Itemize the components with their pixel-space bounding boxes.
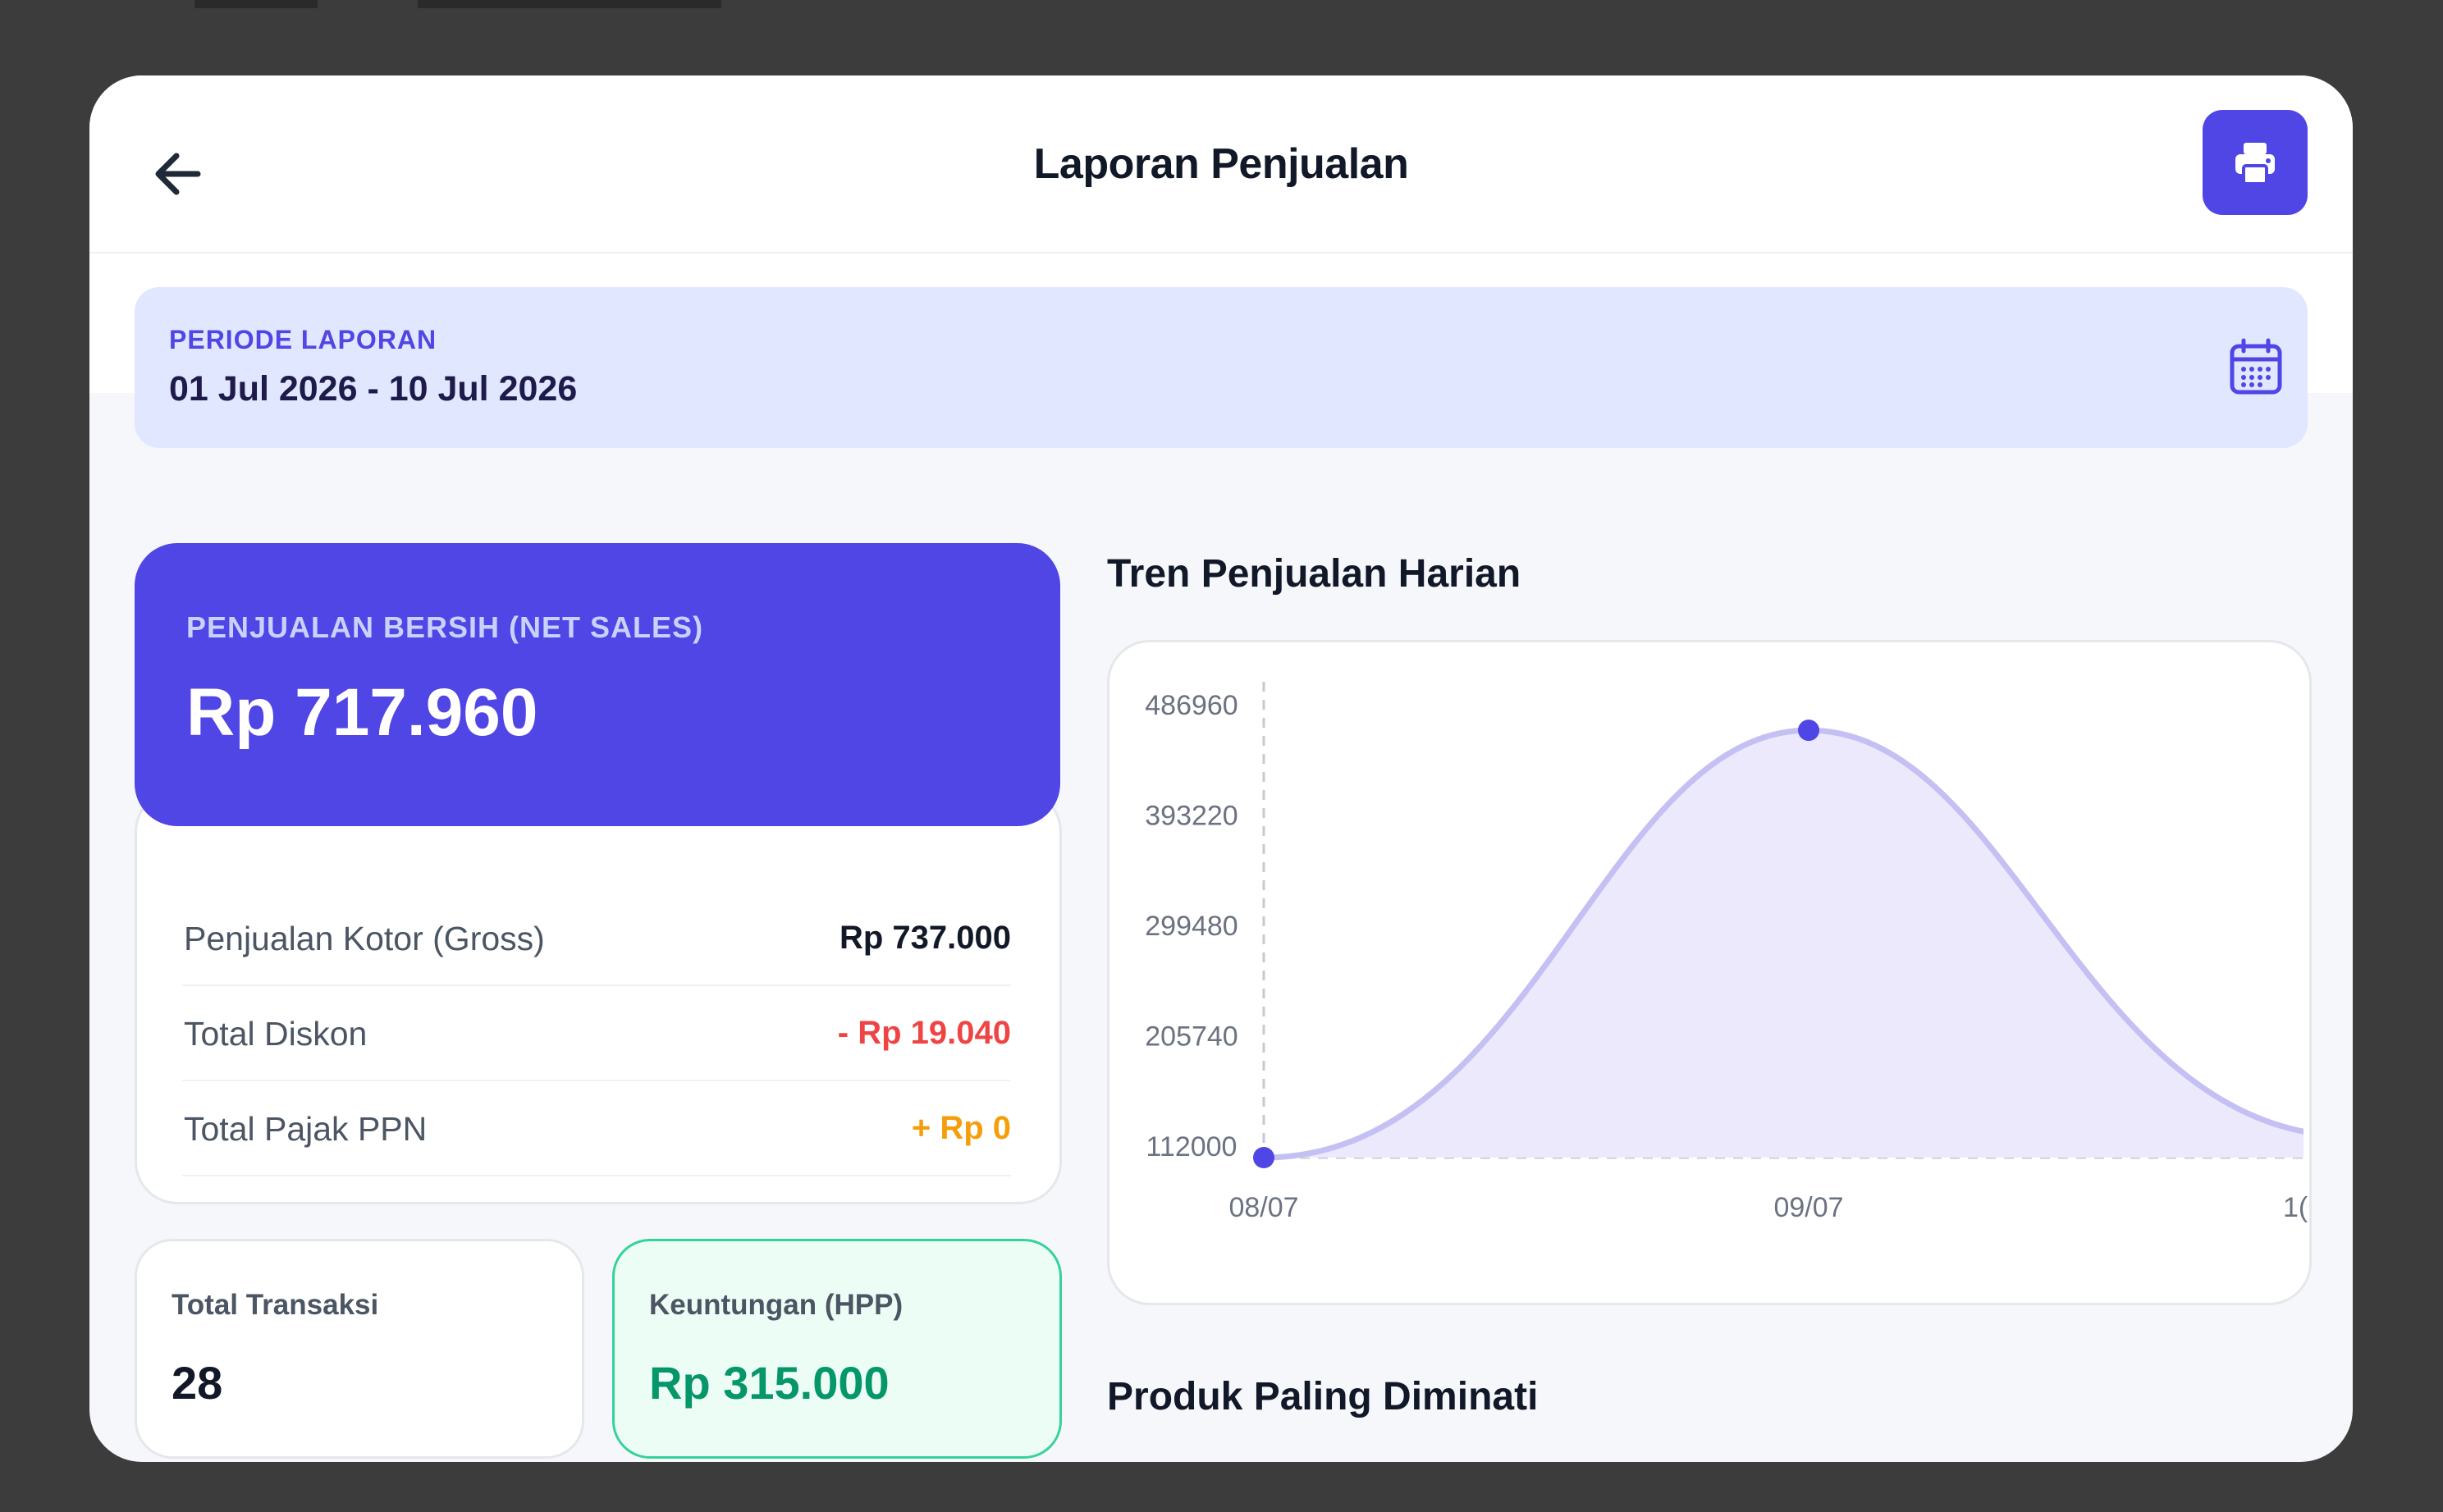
sales-breakdown-card: Penjualan Kotor (Gross) Rp 737.000 Total…	[135, 789, 1062, 1204]
data-point	[1798, 719, 1819, 742]
data-point	[1253, 1147, 1274, 1168]
y-tick-label: 393220	[1145, 801, 1238, 832]
chart-title: Tren Penjualan Harian	[1107, 552, 1521, 596]
app-screen: Laporan Penjualan PERIODE LAPORAN 01 Jul…	[89, 75, 2353, 1462]
net-sales-card: PENJUALAN BERSIH (NET SALES) Rp 717.960	[135, 543, 1060, 826]
profit-value: Rp 315.000	[649, 1357, 890, 1409]
arrow-left-icon	[155, 153, 201, 195]
back-button[interactable]	[139, 133, 221, 215]
net-sales-label: PENJUALAN BERSIH (NET SALES)	[186, 610, 704, 644]
total-transactions-value: 28	[172, 1357, 223, 1409]
report-period-picker[interactable]: PERIODE LAPORAN 01 Jul 2026 - 10 Jul 202…	[135, 287, 2308, 448]
tax-value: + Rp 0	[911, 1110, 1011, 1146]
sales-trend-chart: 112000 205740 299480 393220 486960 08/07 09/07…	[1145, 682, 2308, 1223]
discount-row: Total Diskon - Rp 19.040	[182, 985, 1011, 1081]
tax-label: Total Pajak PPN	[184, 1110, 428, 1148]
calendar-icon	[2230, 338, 2282, 395]
y-tick-label: 486960	[1145, 690, 1238, 721]
net-sales-value: Rp 717.960	[186, 675, 538, 750]
total-transactions-card: Total Transaksi 28	[135, 1239, 584, 1459]
y-tick-label: 205740	[1145, 1021, 1238, 1053]
profit-card: Keuntungan (HPP) Rp 315.000	[612, 1239, 1062, 1459]
profit-label: Keuntungan (HPP)	[649, 1289, 904, 1321]
x-tick-label: 09/07	[1773, 1192, 1843, 1223]
tax-row: Total Pajak PPN + Rp 0	[182, 1080, 1011, 1176]
sales-trend-chart-card: 112000 205740 299480 393220 486960 08/07 09/07…	[1107, 640, 2312, 1305]
gross-sales-row: Penjualan Kotor (Gross) Rp 737.000	[182, 890, 1011, 986]
x-tick-label: 1(	[2283, 1192, 2308, 1223]
y-tick-label: 112000	[1146, 1131, 1238, 1163]
device-frame: Laporan Penjualan PERIODE LAPORAN 01 Jul…	[0, 8, 2443, 1512]
print-button[interactable]	[2203, 110, 2308, 215]
gross-sales-label: Penjualan Kotor (Gross)	[184, 920, 545, 957]
app-header: Laporan Penjualan	[89, 75, 2353, 254]
top-products-title: Produk Paling Diminati	[1107, 1375, 1539, 1418]
y-tick-label: 299480	[1145, 911, 1238, 942]
page-title: Laporan Penjualan	[1033, 140, 1409, 188]
discount-label: Total Diskon	[184, 1015, 368, 1053]
total-transactions-label: Total Transaksi	[172, 1289, 379, 1321]
printer-icon	[2235, 143, 2275, 185]
period-label: PERIODE LAPORAN	[169, 325, 437, 354]
gross-sales-value: Rp 737.000	[839, 920, 1011, 956]
calendar-button[interactable]	[2227, 338, 2285, 397]
x-tick-label: 08/07	[1228, 1192, 1298, 1223]
discount-value: - Rp 19.040	[837, 1015, 1011, 1051]
series-area-fill	[1264, 730, 2303, 1158]
period-range: 01 Jul 2026 - 10 Jul 2026	[169, 369, 578, 409]
